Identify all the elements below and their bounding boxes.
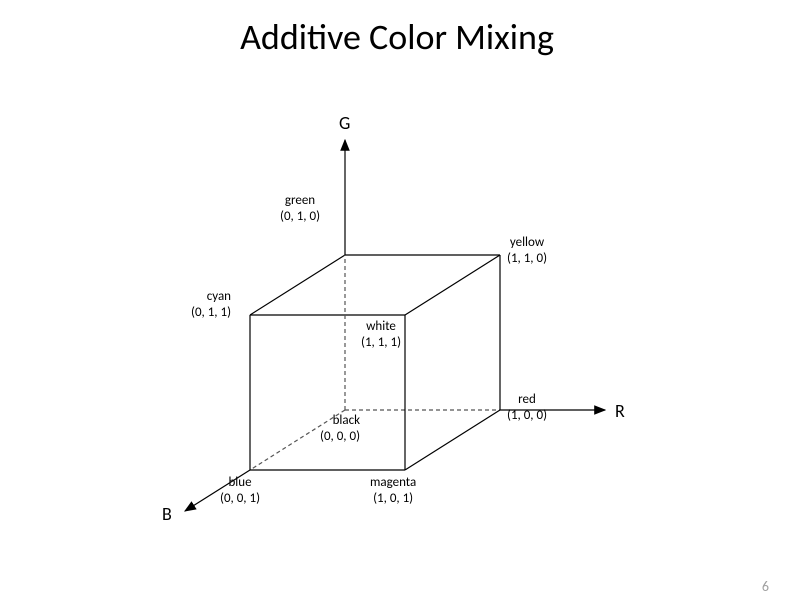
rgb-cube-diagram: G R B green (0, 1, 0) yellow (1, 1, 0) c… [145, 105, 645, 585]
page-number: 6 [762, 578, 769, 595]
label-white: white (1, 1, 1) [361, 319, 401, 350]
label-red: red (1, 0, 0) [507, 392, 547, 423]
label-cyan: cyan (0, 1, 1) [191, 289, 231, 320]
label-yellow: yellow (1, 1, 0) [507, 235, 547, 266]
label-black: black (0, 0, 0) [320, 413, 360, 444]
axis-label-b: B [162, 503, 172, 525]
label-green: green (0, 1, 0) [280, 193, 320, 224]
label-blue: blue (0, 0, 1) [220, 475, 260, 506]
axis-label-g: G [339, 112, 350, 134]
label-magenta: magenta (1, 0, 1) [370, 475, 416, 506]
page-title: Additive Color Mixing [0, 15, 794, 59]
axis-label-r: R [615, 400, 625, 422]
